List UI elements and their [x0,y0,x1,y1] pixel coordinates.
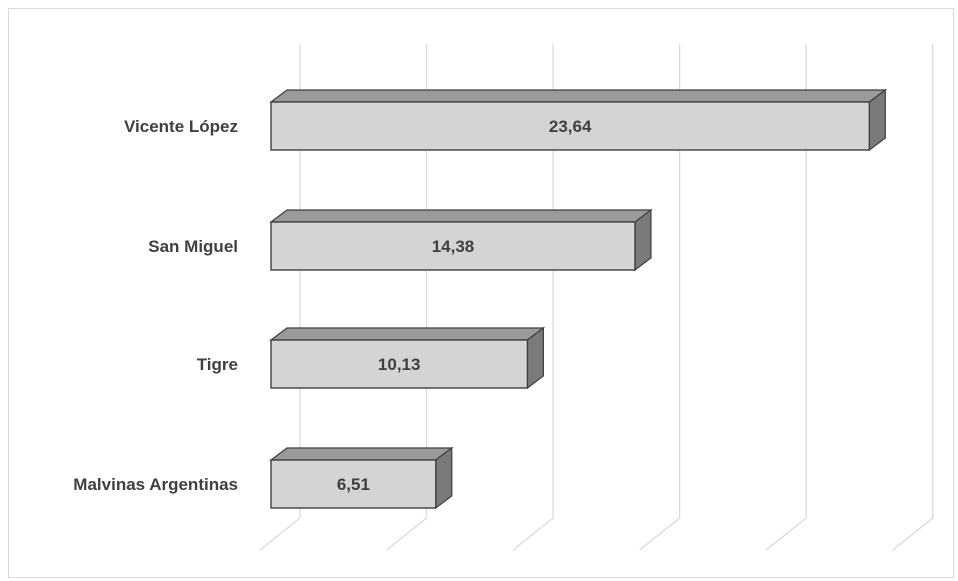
bar-top-face [269,327,546,341]
bar-4 [269,446,454,510]
bar-front-face [270,221,636,271]
value-labels: 23,64 14,38 10,13 6,51 [337,117,592,494]
gridline-floor-25 [892,517,934,551]
bar-1 [269,88,888,152]
bar-top-face [269,447,454,461]
gridline-floor-15 [639,517,681,551]
category-label: Tigre [197,355,238,374]
bar-top-face [269,89,888,103]
category-label: Malvinas Argentinas [73,475,238,494]
category-labels: Vicente López San Miguel Tigre Malvinas Arg… [73,117,238,494]
gridline-floor-0 [259,517,301,551]
value-label: 14,38 [432,237,475,256]
category-label: San Miguel [148,237,238,256]
gridline-floor-10 [512,517,554,551]
bar-front-face [270,101,871,151]
bars [269,88,888,510]
value-label: 10,13 [378,355,421,374]
bar-front-face [270,339,529,389]
bar-top-face [269,209,653,223]
category-label: Vicente López [124,117,238,136]
bar-3 [269,326,546,390]
value-label: 6,51 [337,475,370,494]
gridline-floor-20 [765,517,807,551]
bar-front-face [270,459,437,509]
value-label: 23,64 [549,117,592,136]
bar-2 [269,208,653,272]
gridline-floor-5 [386,517,427,551]
